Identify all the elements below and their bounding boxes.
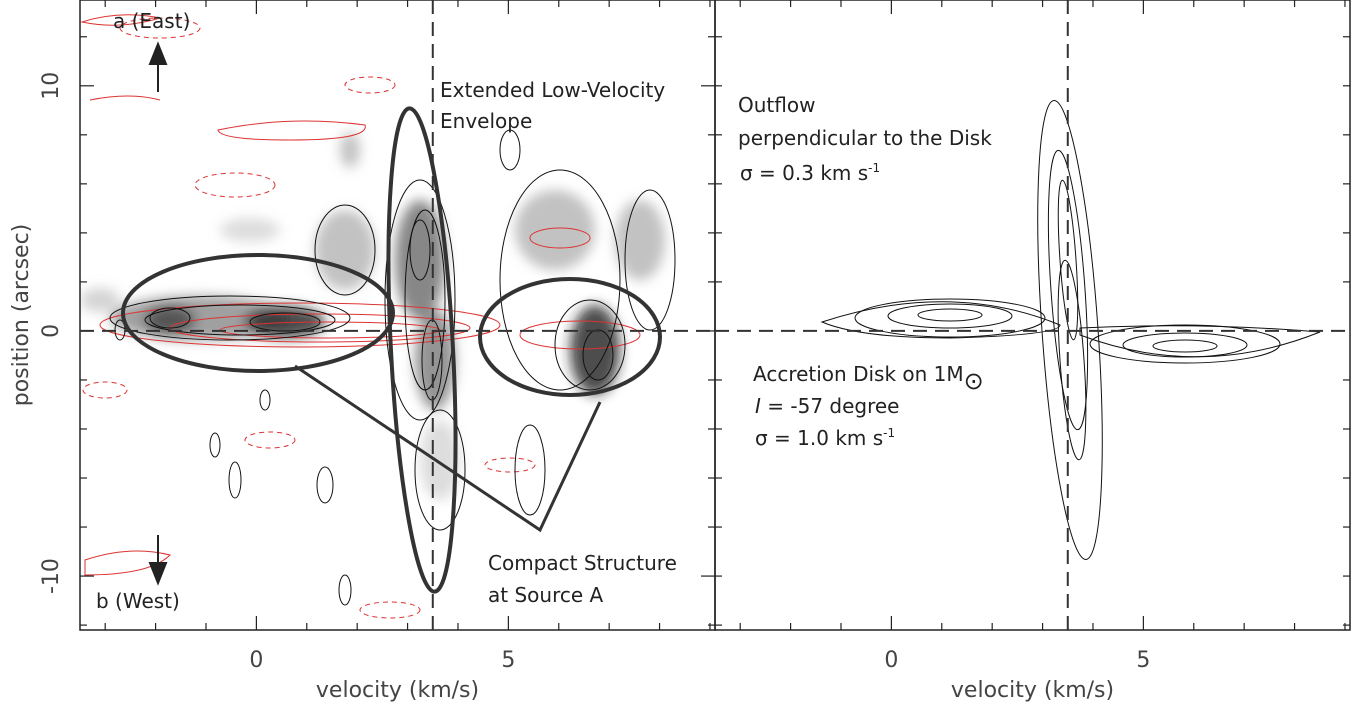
text: = -57 degree	[761, 394, 900, 418]
red-contour	[90, 96, 160, 100]
x-tick-label: 0	[884, 648, 898, 673]
x-axis-label: velocity (km/s)	[316, 678, 479, 703]
superscript: -1	[883, 426, 895, 440]
label-outflow: Outflow	[738, 93, 815, 117]
contour	[339, 575, 351, 605]
label-outflow-sigma: σ = 0.3 km s-1	[740, 161, 880, 185]
x-tick-label: 5	[1136, 648, 1150, 673]
contour	[888, 304, 1012, 328]
contour	[918, 309, 982, 321]
contour	[210, 433, 220, 457]
contour	[515, 425, 545, 515]
contour	[317, 467, 333, 503]
text: σ = 1.0 km s	[755, 426, 883, 450]
red-contour	[218, 121, 365, 140]
x-axis-label: velocity (km/s)	[951, 678, 1114, 703]
label-compact: at Source A	[488, 583, 604, 607]
compact-ellipse	[480, 279, 660, 395]
x-tick-label: 0	[249, 648, 263, 673]
superscript: -1	[868, 161, 880, 175]
contour	[822, 302, 1060, 338]
contour	[855, 299, 1045, 337]
label-envelope: Extended Low-Velocity	[440, 78, 665, 102]
label-east: a (East)	[113, 9, 190, 33]
x-tick-label: 5	[501, 648, 515, 673]
label-disk-sigma: σ = 1.0 km s-1	[755, 426, 895, 450]
red-contour	[83, 382, 127, 398]
y-tick-label: 10	[39, 72, 64, 100]
label-west: b (West)	[96, 589, 180, 613]
figure: 05-10010velocity (km/s)position (arcsec)…	[0, 0, 1371, 704]
y-tick-label: -10	[39, 558, 64, 594]
page: 05-10010velocity (km/s)position (arcsec)…	[0, 0, 1371, 704]
text: Accretion Disk on 1M	[753, 362, 964, 386]
label-outflow: perpendicular to the Disk	[738, 126, 992, 150]
y-axis-label: position (arcsec)	[9, 224, 34, 407]
arrowhead	[150, 563, 166, 583]
y-tick-label: 0	[39, 324, 64, 338]
contour	[260, 390, 270, 410]
red-contour	[485, 458, 535, 472]
text: σ = 0.3 km s	[740, 161, 868, 185]
label-compact: Compact Structure	[488, 551, 677, 575]
red-contour	[360, 602, 420, 618]
label-inclination: I = -57 degree	[755, 394, 900, 418]
contour	[500, 130, 520, 170]
contour	[1153, 340, 1217, 352]
contour	[1123, 333, 1247, 357]
label-envelope: Envelope	[440, 109, 532, 133]
red-contour	[195, 173, 275, 197]
red-contour	[245, 432, 295, 448]
greyscale-image	[80, 132, 665, 500]
sun-symbol: ⊙	[964, 367, 984, 395]
arrowhead	[150, 44, 166, 64]
label-disk: Accretion Disk on 1M⊙	[753, 362, 984, 395]
contour	[229, 462, 241, 498]
red-contour	[345, 77, 395, 93]
